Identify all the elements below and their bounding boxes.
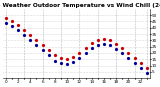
Title: Milwaukee Weather Outdoor Temperature vs Wind Chill (24 Hours): Milwaukee Weather Outdoor Temperature vs… [0,3,160,8]
